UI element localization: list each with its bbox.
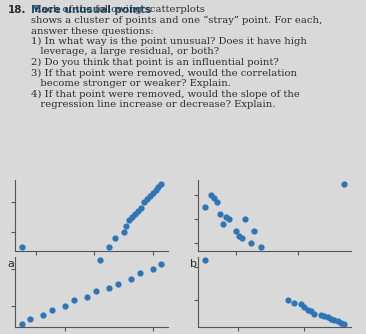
Text: a): a): [7, 259, 18, 269]
Text: 18.: 18.: [7, 5, 26, 15]
Text: More unusual points: More unusual points: [31, 5, 152, 15]
Text: b): b): [190, 259, 201, 269]
Text: Each of the following scatterplots
shows a cluster of points and one “stray” poi: Each of the following scatterplots shows…: [31, 5, 322, 109]
